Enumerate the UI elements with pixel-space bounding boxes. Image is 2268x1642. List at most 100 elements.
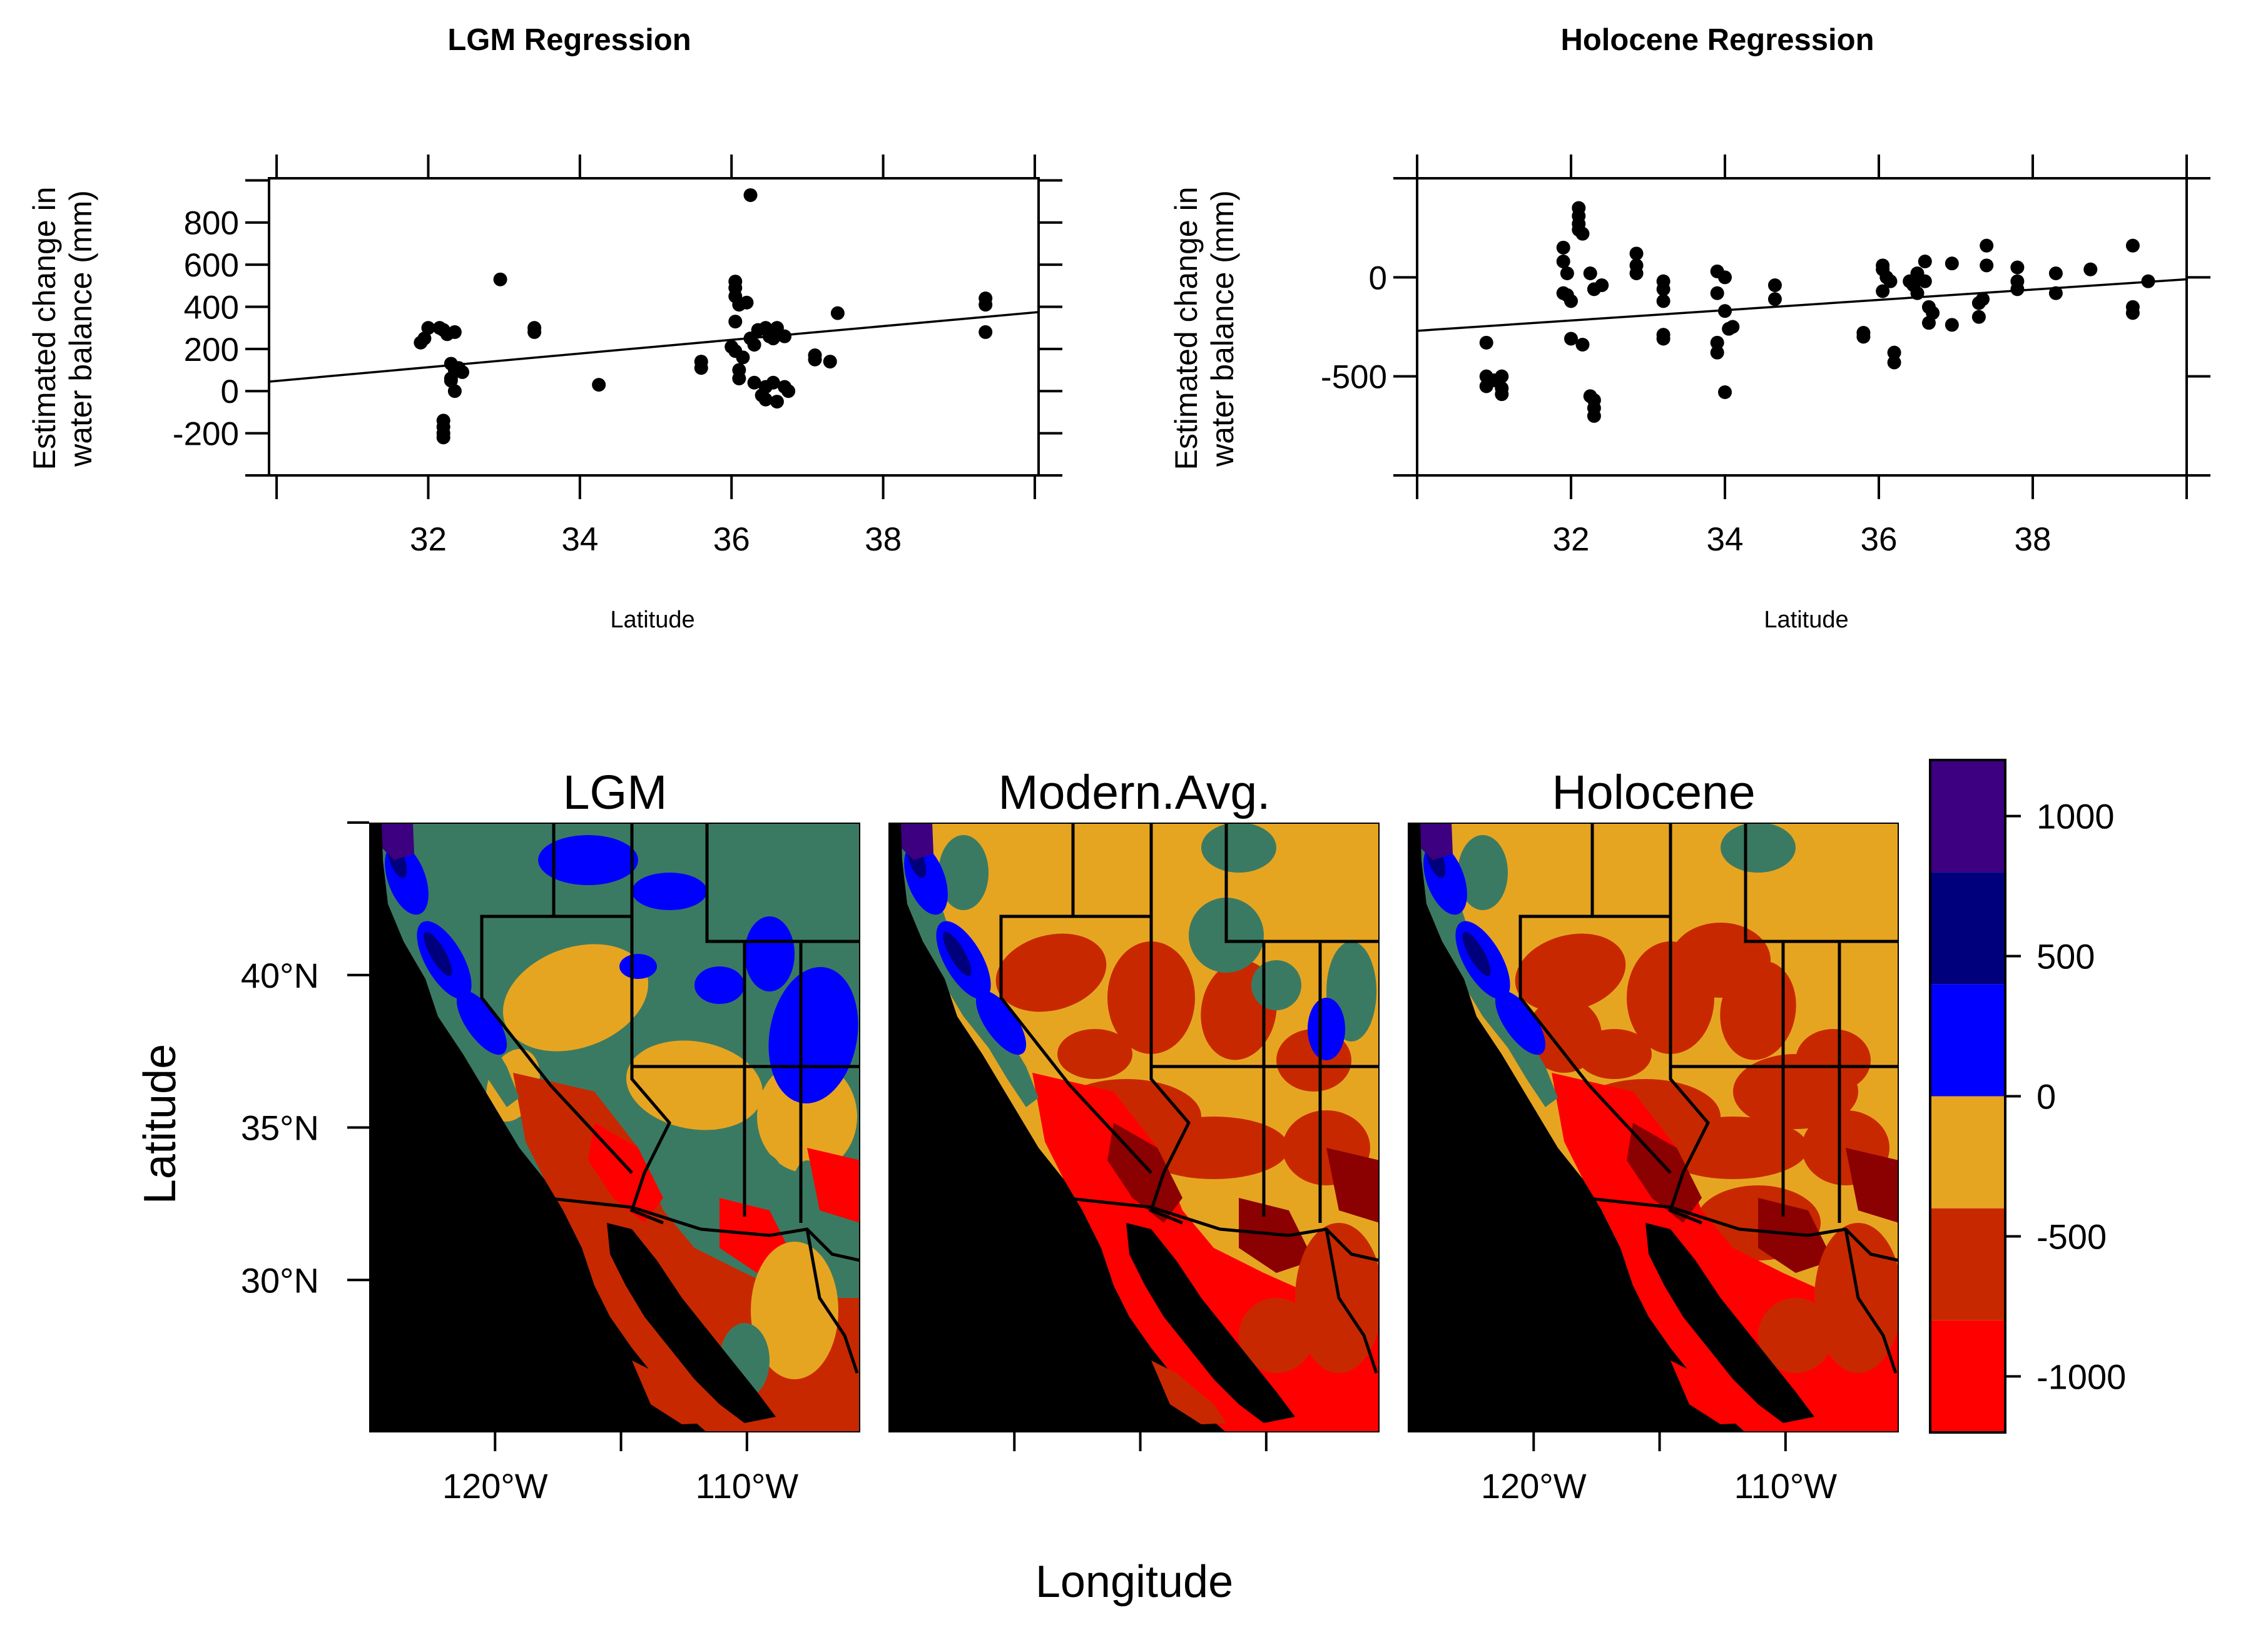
- lon-tick-label: 110°W: [696, 1466, 799, 1506]
- lgm-data-points: [414, 188, 993, 445]
- data-point: [979, 298, 993, 312]
- data-point: [758, 392, 773, 407]
- data-point: [1583, 266, 1597, 280]
- data-point: [1856, 330, 1871, 344]
- wet-region: [1495, 990, 1546, 1055]
- data-point: [1495, 387, 1509, 402]
- ocean: [369, 823, 707, 1432]
- data-point: [1718, 385, 1732, 399]
- map-holocene: [1408, 823, 1899, 1432]
- colorbar-swatch: [1930, 984, 2005, 1097]
- data-point: [2010, 282, 2025, 296]
- lat-tick-label: 35°N: [241, 1108, 319, 1148]
- dry-region: [1515, 933, 1626, 1012]
- data-point: [1718, 304, 1732, 318]
- y-tick-label: 800: [184, 205, 239, 242]
- lgm-regression-line: [268, 311, 1039, 383]
- data-point: [766, 332, 780, 346]
- lgm-x-label: Latitude: [610, 607, 694, 633]
- data-point: [732, 372, 746, 386]
- map-y-label: Latitude: [135, 1044, 185, 1204]
- holocene-y-axis: -500 0: [1321, 177, 2210, 477]
- hyperarid-zone: [588, 1123, 860, 1273]
- data-point: [747, 338, 761, 352]
- data-point: [1564, 332, 1578, 346]
- map-modern-avg: [888, 823, 1380, 1432]
- dry-region: [1658, 1117, 1808, 1179]
- data-point: [1495, 369, 1509, 383]
- data-point: [1918, 274, 1932, 288]
- map-x-label: Longitude: [1035, 1557, 1233, 1607]
- mid-region: [938, 835, 989, 910]
- y-tick-label: 0: [221, 373, 239, 410]
- data-point: [2141, 274, 2155, 288]
- data-point: [1710, 286, 1724, 300]
- colorbar-tick-label: -1000: [2037, 1357, 2126, 1396]
- state-border: [544, 1196, 860, 1262]
- x-tick-label: 34: [561, 521, 598, 558]
- x-tick-label: 38: [2015, 521, 2052, 558]
- hyperarid-zone: [1627, 1123, 1899, 1273]
- lgm-y-label-line2: water balance (mm): [63, 190, 98, 467]
- data-point: [1656, 332, 1670, 346]
- mid-region: [1721, 823, 1796, 873]
- data-point: [1564, 294, 1578, 308]
- data-point: [1656, 282, 1670, 296]
- data-point: [1710, 345, 1724, 360]
- data-point: [1595, 278, 1609, 292]
- y-tick-label: -200: [173, 416, 239, 453]
- mid-region: [1458, 835, 1508, 910]
- data-point: [747, 375, 761, 390]
- map-title-holocene: Holocene: [1552, 766, 1755, 819]
- lon-tick-label: 120°W: [1481, 1466, 1587, 1506]
- state-border: [999, 915, 1152, 1174]
- data-point: [1560, 266, 1574, 280]
- lon-tick-label: 120°W: [442, 1466, 548, 1506]
- colorbar-tick-label: -500: [2037, 1217, 2107, 1256]
- state-border: [1518, 915, 1672, 1174]
- state-border: [1071, 823, 1191, 1225]
- lgm-y-label-line1: Estimated change in: [27, 186, 62, 470]
- data-point: [823, 355, 837, 369]
- holocene-x-axis: 32 34 36 38: [1416, 155, 2188, 558]
- data-point: [421, 321, 435, 335]
- data-point: [1918, 255, 1932, 268]
- state-border: [805, 1229, 859, 1374]
- data-point: [979, 325, 993, 339]
- colorbar-swatch: [1930, 1208, 2005, 1320]
- map-lgm: [369, 823, 860, 1432]
- dry-region: [1758, 1298, 1833, 1373]
- lgm-y-axis: -200 0 200 400 600 800: [173, 179, 1062, 477]
- data-point: [1910, 286, 1925, 300]
- x-tick-label: 34: [1707, 521, 1744, 558]
- map-title-lgm: LGM: [563, 766, 668, 819]
- holocene-regression-title: Holocene Regression: [1560, 23, 1874, 57]
- dry-region: [1670, 923, 1771, 998]
- holocene-y-label-line1: Estimated change in: [1169, 186, 1204, 470]
- data-point: [1767, 292, 1782, 307]
- holocene-regression-line: [1416, 278, 2187, 332]
- colorbar-swatch: [1930, 760, 2005, 873]
- state-border: [1224, 823, 1380, 943]
- ocean: [888, 823, 1226, 1432]
- colorbar-tick-label: 1000: [2037, 797, 2115, 836]
- data-point: [1656, 294, 1670, 308]
- mid-region: [1201, 823, 1276, 873]
- holocene-data-points: [1479, 201, 2155, 423]
- dry-region: [502, 944, 649, 1052]
- colorbar-swatch: [1930, 872, 2005, 985]
- dry-region: [1057, 1029, 1132, 1079]
- lat-tick-label: 40°N: [241, 956, 319, 995]
- data-point: [1575, 226, 1590, 241]
- data-point: [1976, 292, 1990, 307]
- data-point: [2010, 260, 2025, 275]
- data-point: [1945, 318, 1959, 332]
- y-tick-label: -500: [1321, 359, 1387, 396]
- wet-region: [538, 835, 638, 885]
- dry-region: [1527, 998, 1602, 1073]
- wet-region: [619, 954, 657, 979]
- holocene-plot-box: [1416, 177, 2188, 477]
- state-border: [552, 823, 671, 1225]
- data-point: [1575, 338, 1590, 352]
- data-point: [778, 329, 792, 343]
